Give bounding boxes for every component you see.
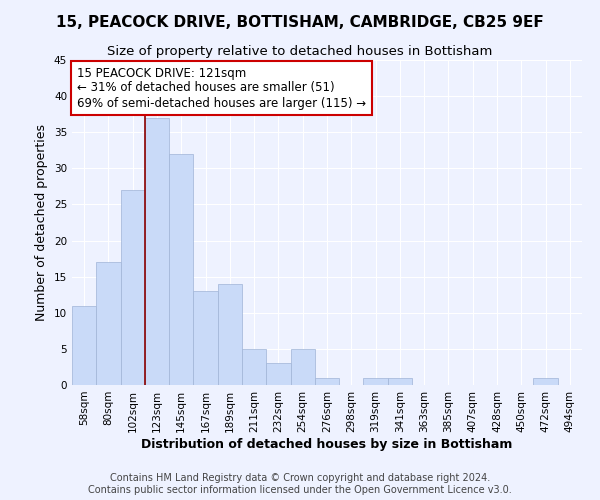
Bar — [193, 291, 218, 385]
Bar — [388, 378, 412, 385]
Bar — [533, 378, 558, 385]
Bar — [315, 378, 339, 385]
Bar — [169, 154, 193, 385]
Bar — [266, 364, 290, 385]
Bar — [364, 378, 388, 385]
Text: 15, PEACOCK DRIVE, BOTTISHAM, CAMBRIDGE, CB25 9EF: 15, PEACOCK DRIVE, BOTTISHAM, CAMBRIDGE,… — [56, 15, 544, 30]
Bar — [72, 306, 96, 385]
Bar — [145, 118, 169, 385]
Text: Contains HM Land Registry data © Crown copyright and database right 2024.
Contai: Contains HM Land Registry data © Crown c… — [88, 474, 512, 495]
X-axis label: Distribution of detached houses by size in Bottisham: Distribution of detached houses by size … — [142, 438, 512, 450]
Y-axis label: Number of detached properties: Number of detached properties — [35, 124, 49, 321]
Bar — [242, 349, 266, 385]
Text: 15 PEACOCK DRIVE: 121sqm
← 31% of detached houses are smaller (51)
69% of semi-d: 15 PEACOCK DRIVE: 121sqm ← 31% of detach… — [77, 66, 366, 110]
Bar — [96, 262, 121, 385]
Bar — [290, 349, 315, 385]
Bar — [121, 190, 145, 385]
Text: Size of property relative to detached houses in Bottisham: Size of property relative to detached ho… — [107, 45, 493, 58]
Bar — [218, 284, 242, 385]
